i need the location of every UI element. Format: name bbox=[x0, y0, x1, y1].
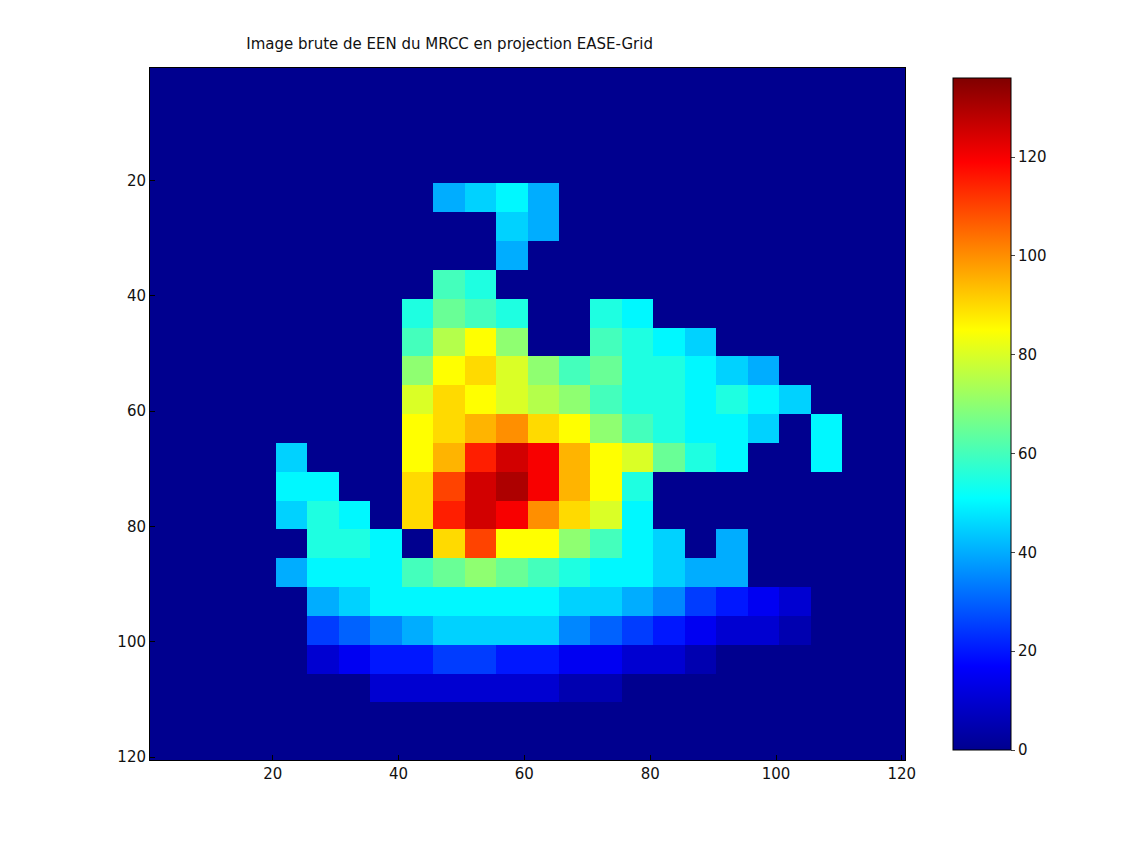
svg-text:80: 80 bbox=[641, 765, 660, 783]
svg-text:20: 20 bbox=[127, 172, 146, 190]
svg-text:100: 100 bbox=[762, 765, 791, 783]
svg-text:60: 60 bbox=[1018, 445, 1037, 463]
svg-text:80: 80 bbox=[1018, 346, 1037, 364]
svg-text:0: 0 bbox=[1018, 741, 1028, 759]
svg-text:120: 120 bbox=[888, 765, 917, 783]
svg-text:100: 100 bbox=[117, 633, 146, 651]
svg-text:60: 60 bbox=[127, 402, 146, 420]
svg-text:40: 40 bbox=[389, 765, 408, 783]
svg-text:100: 100 bbox=[1018, 247, 1047, 265]
svg-text:Image brute de EEN du MRCC en: Image brute de EEN du MRCC en projection… bbox=[246, 35, 653, 53]
svg-text:20: 20 bbox=[1018, 642, 1037, 660]
svg-text:120: 120 bbox=[1018, 148, 1047, 166]
svg-text:20: 20 bbox=[263, 765, 282, 783]
svg-text:40: 40 bbox=[1018, 544, 1037, 562]
svg-text:40: 40 bbox=[127, 287, 146, 305]
svg-text:60: 60 bbox=[515, 765, 534, 783]
svg-text:120: 120 bbox=[117, 748, 146, 766]
svg-text:80: 80 bbox=[127, 518, 146, 536]
